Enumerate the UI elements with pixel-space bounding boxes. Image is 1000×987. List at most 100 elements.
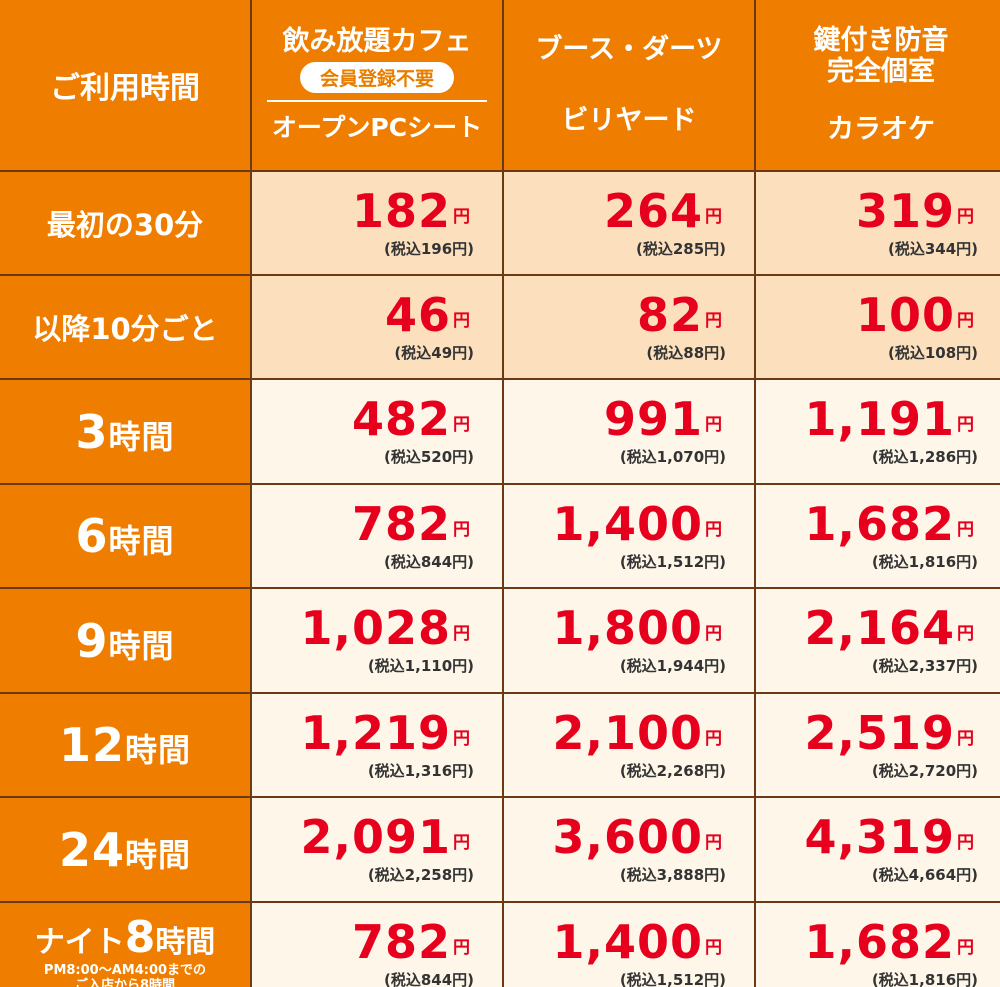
price-cell: 1,400 円 (税込1,512円) [504,903,754,987]
yen-unit: 円 [453,415,470,435]
col1-line1: 飲み放題カフェ [282,25,472,57]
price-value: 1,682 [804,496,955,551]
yen-unit: 円 [957,310,974,331]
row-label-12h: 12時間 [0,694,250,796]
col2-line2: ビリヤード [561,105,697,136]
price-cell: 1,028 円 (税込1,110円) [252,589,502,692]
row-label-night-8h: ナイト8時間 PM8:00～AM4:00までの ご入店から8時間 [0,903,250,987]
price-cell: 2,164 円 (税込2,337円) [756,589,1000,692]
yen-unit: 円 [957,624,974,644]
tax-included-price: (税込1,512円) [619,971,726,987]
price-cell: 2,100 円 (税込2,268円) [504,694,754,796]
price-cell: 82 円 (税込88円) [504,276,754,378]
price-value: 782 [351,915,451,969]
tax-included-price: (税込1,070円) [619,448,726,466]
tax-included-price: (税込4,664円) [871,866,978,884]
price-value: 2,519 [804,705,955,760]
price-value: 319 [855,183,955,238]
price-cell: 182 円 (税込196円) [252,172,502,274]
price-value: 2,100 [552,705,703,760]
no-registration-badge: 会員登録不要 [299,62,454,94]
price-cell: 482 円 (税込520円) [252,380,502,483]
price-value: 82 [636,287,703,342]
header-divider [267,100,487,103]
price-cell: 46 円 (税込49円) [252,276,502,378]
yen-unit: 円 [705,624,722,644]
tax-included-price: (税込3,888円) [619,866,726,884]
row-label-first-30min: 最初の30分 [0,172,250,274]
yen-unit: 円 [453,624,470,644]
tax-included-price: (税込49円) [394,343,474,362]
tax-included-price: (税込88円) [646,343,726,362]
price-cell: 991 円 (税込1,070円) [504,380,754,483]
yen-unit: 円 [453,833,470,853]
yen-unit: 円 [957,206,974,227]
night-duration-note: ご入店から8時間 [74,977,176,987]
tax-included-price: (税込2,720円) [871,761,978,780]
price-cell: 100 円 (税込108円) [756,276,1000,378]
header-col-open-pc: 飲み放題カフェ 会員登録不要 オープンPCシート [252,0,502,170]
price-value: 1,400 [552,915,703,969]
price-cell: 1,800 円 (税込1,944円) [504,589,754,692]
yen-unit: 円 [705,415,722,435]
yen-unit: 円 [957,728,974,749]
price-value: 1,682 [804,915,955,969]
tax-included-price: (税込344円) [887,239,978,258]
tax-included-price: (税込2,268円) [619,761,726,780]
tax-included-price: (税込2,258円) [367,866,474,884]
price-cell: 3,600 円 (税込3,888円) [504,798,754,901]
tax-included-price: (税込1,816円) [871,971,978,987]
price-cell: 2,091 円 (税込2,258円) [252,798,502,901]
price-value: 1,219 [300,705,451,760]
yen-unit: 円 [705,938,722,958]
tax-included-price: (税込1,110円) [367,657,474,675]
tax-included-price: (税込1,286円) [871,448,978,466]
price-value: 1,191 [804,392,955,446]
price-cell: 264 円 (税込285円) [504,172,754,274]
yen-unit: 円 [957,833,974,853]
time-label-text: ご利用時間 [50,71,200,106]
price-value: 482 [351,392,451,446]
tax-included-price: (税込1,944円) [619,657,726,675]
row-label-3h: 3時間 [0,380,250,483]
tax-included-price: (税込196円) [383,239,474,258]
col1-line2: オープンPCシート [271,113,483,143]
price-cell: 2,519 円 (税込2,720円) [756,694,1000,796]
yen-unit: 円 [705,833,722,853]
price-value: 1,800 [552,601,703,655]
price-value: 782 [351,496,451,551]
price-cell: 1,682 円 (税込1,816円) [756,903,1000,987]
yen-unit: 円 [957,415,974,435]
yen-unit: 円 [453,938,470,958]
col3-line1b: 完全個室 [827,56,935,88]
tax-included-price: (税込108円) [887,343,978,362]
col3-line1a: 鍵付き防音 [813,25,949,57]
price-cell: 1,682 円 (税込1,816円) [756,485,1000,587]
night-hours-note: PM8:00～AM4:00までの [43,962,207,978]
price-value: 182 [351,183,451,238]
price-value: 3,600 [552,810,703,864]
header-time-label: ご利用時間 [0,0,250,170]
price-cell: 1,400 円 (税込1,512円) [504,485,754,587]
row-label-6h: 6時間 [0,485,250,587]
yen-unit: 円 [705,519,722,540]
tax-included-price: (税込844円) [383,552,474,571]
tax-included-price: (税込1,512円) [619,552,726,571]
yen-unit: 円 [453,728,470,749]
yen-unit: 円 [453,519,470,540]
price-value: 1,400 [552,496,703,551]
col2-line1: ブース・ダーツ [535,33,723,65]
price-value: 1,028 [300,601,451,655]
yen-unit: 円 [453,310,470,331]
yen-unit: 円 [453,206,470,227]
yen-unit: 円 [705,728,722,749]
price-cell: 319 円 (税込344円) [756,172,1000,274]
tax-included-price: (税込1,316円) [367,761,474,780]
price-cell: 1,219 円 (税込1,316円) [252,694,502,796]
tax-included-price: (税込2,337円) [871,657,978,675]
yen-unit: 円 [705,310,722,331]
yen-unit: 円 [705,206,722,227]
tax-included-price: (税込844円) [383,971,474,987]
price-value: 4,319 [804,810,955,864]
